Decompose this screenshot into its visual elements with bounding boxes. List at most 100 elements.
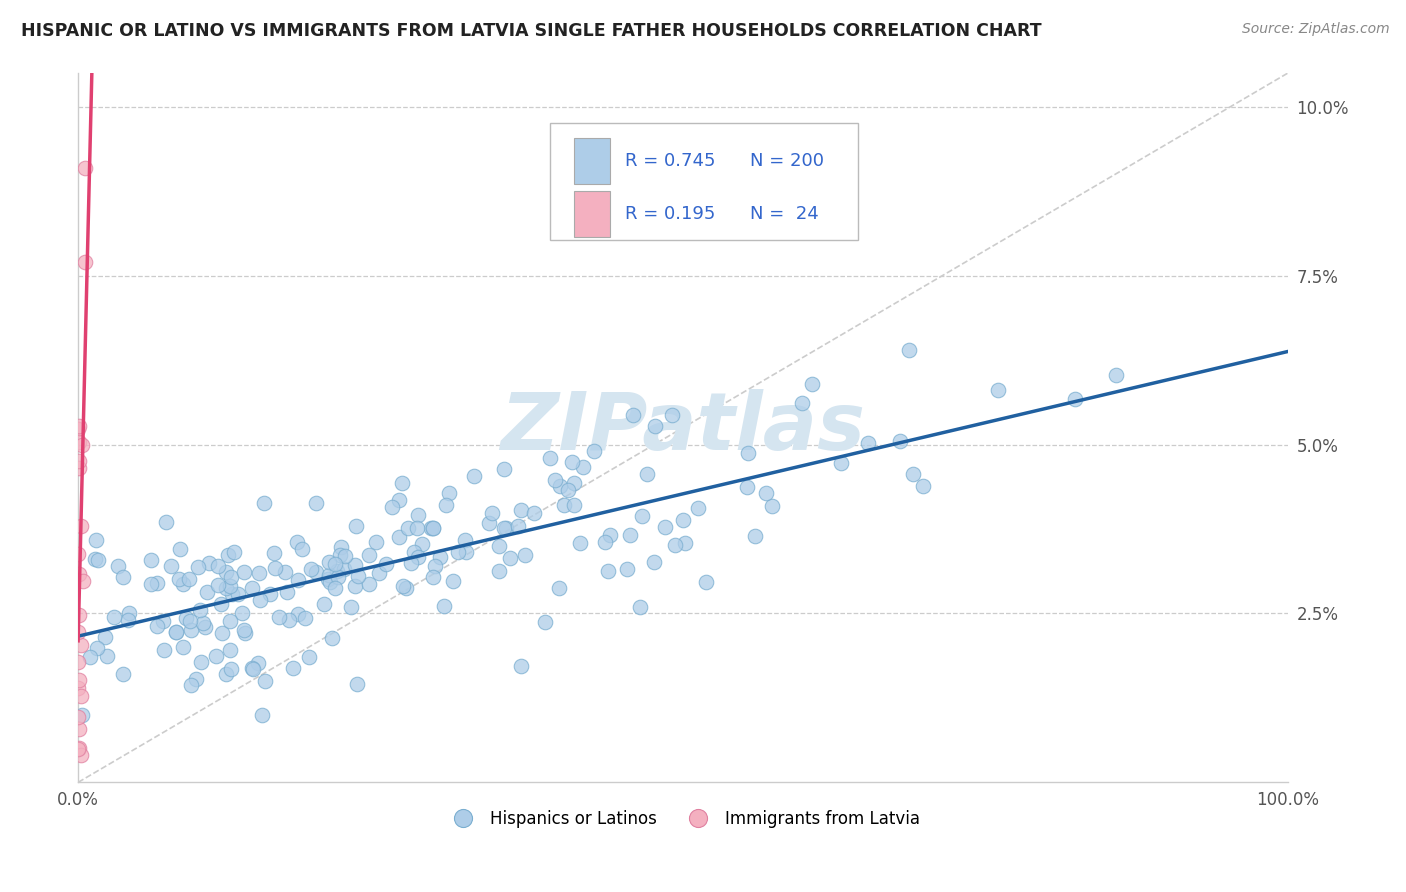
Point (84, 533, 107, 547)
Point (406, 520, 429, 534)
Point (568, 536, 591, 550)
Point (240, 661, 263, 675)
Point (86, 640, 108, 655)
Point (830, 456, 852, 470)
Point (96, 648, 118, 663)
Point (422, 521, 444, 535)
Point (67, 453, 90, 467)
Point (207, 559, 229, 574)
Point (441, 574, 464, 589)
Point (339, 600, 361, 615)
Point (856, 435, 879, 450)
Point (188, 602, 211, 616)
Point (494, 461, 516, 475)
Point (67, 741, 90, 756)
Point (215, 565, 238, 579)
Point (388, 530, 411, 544)
Point (673, 536, 696, 550)
Point (146, 618, 169, 632)
Point (67, 710, 90, 724)
Point (344, 579, 367, 593)
Point (219, 578, 242, 592)
Point (333, 562, 356, 576)
Point (463, 469, 485, 483)
Point (67, 547, 90, 561)
Point (333, 549, 356, 563)
Point (583, 443, 606, 458)
Point (72, 707, 94, 722)
Point (429, 549, 451, 564)
Point (233, 625, 256, 640)
Point (160, 559, 183, 574)
Point (616, 562, 638, 576)
Point (276, 585, 298, 599)
Point (672, 512, 695, 526)
Point (169, 541, 191, 556)
Point (800, 376, 823, 391)
Text: N =  24: N = 24 (749, 205, 818, 223)
Point (232, 623, 254, 637)
Point (111, 666, 134, 681)
Point (599, 528, 621, 542)
Point (254, 674, 277, 689)
Point (184, 672, 207, 686)
Point (548, 479, 571, 493)
Point (172, 640, 194, 654)
Point (987, 383, 1010, 397)
Point (499, 551, 522, 566)
Point (755, 486, 778, 500)
Point (495, 521, 517, 535)
Point (323, 558, 346, 572)
Point (287, 573, 309, 587)
Point (70, 437, 93, 451)
Point (278, 613, 301, 627)
Point (67, 434, 90, 449)
Point (357, 548, 380, 562)
Point (246, 657, 269, 671)
Point (72, 574, 94, 589)
Point (75, 255, 97, 269)
Point (422, 570, 444, 584)
Point (396, 521, 419, 535)
Point (510, 503, 533, 517)
Text: ZIPatlas: ZIPatlas (501, 389, 866, 467)
Point (328, 548, 350, 562)
Point (155, 516, 177, 530)
Point (174, 611, 197, 625)
Point (83, 551, 105, 566)
Point (314, 597, 336, 611)
Point (523, 506, 546, 520)
Point (233, 565, 256, 579)
Point (572, 460, 595, 475)
Point (631, 508, 654, 523)
Point (107, 559, 129, 574)
Point (67, 566, 90, 581)
Bar (574, 138, 610, 185)
Point (70, 638, 93, 652)
Point (219, 614, 242, 628)
Point (69, 518, 91, 533)
Point (242, 662, 264, 676)
Point (240, 581, 263, 595)
Point (381, 500, 404, 514)
Point (319, 575, 342, 590)
Point (506, 518, 529, 533)
Point (294, 611, 316, 625)
Point (146, 575, 169, 590)
Point (67, 418, 90, 433)
Point (67, 681, 90, 695)
Point (399, 557, 422, 571)
Point (478, 516, 501, 531)
Point (226, 587, 249, 601)
Text: HISPANIC OR LATINO VS IMMIGRANTS FROM LATVIA SINGLE FATHER HOUSEHOLDS CORRELATIO: HISPANIC OR LATINO VS IMMIGRANTS FROM LA… (21, 22, 1042, 40)
Point (259, 587, 281, 601)
Text: R = 0.745: R = 0.745 (626, 153, 716, 170)
Point (447, 545, 470, 559)
Point (165, 625, 187, 640)
Point (654, 520, 676, 534)
Point (111, 570, 134, 584)
Point (209, 597, 232, 611)
Point (287, 607, 309, 621)
Point (761, 500, 783, 514)
Point (488, 539, 510, 553)
